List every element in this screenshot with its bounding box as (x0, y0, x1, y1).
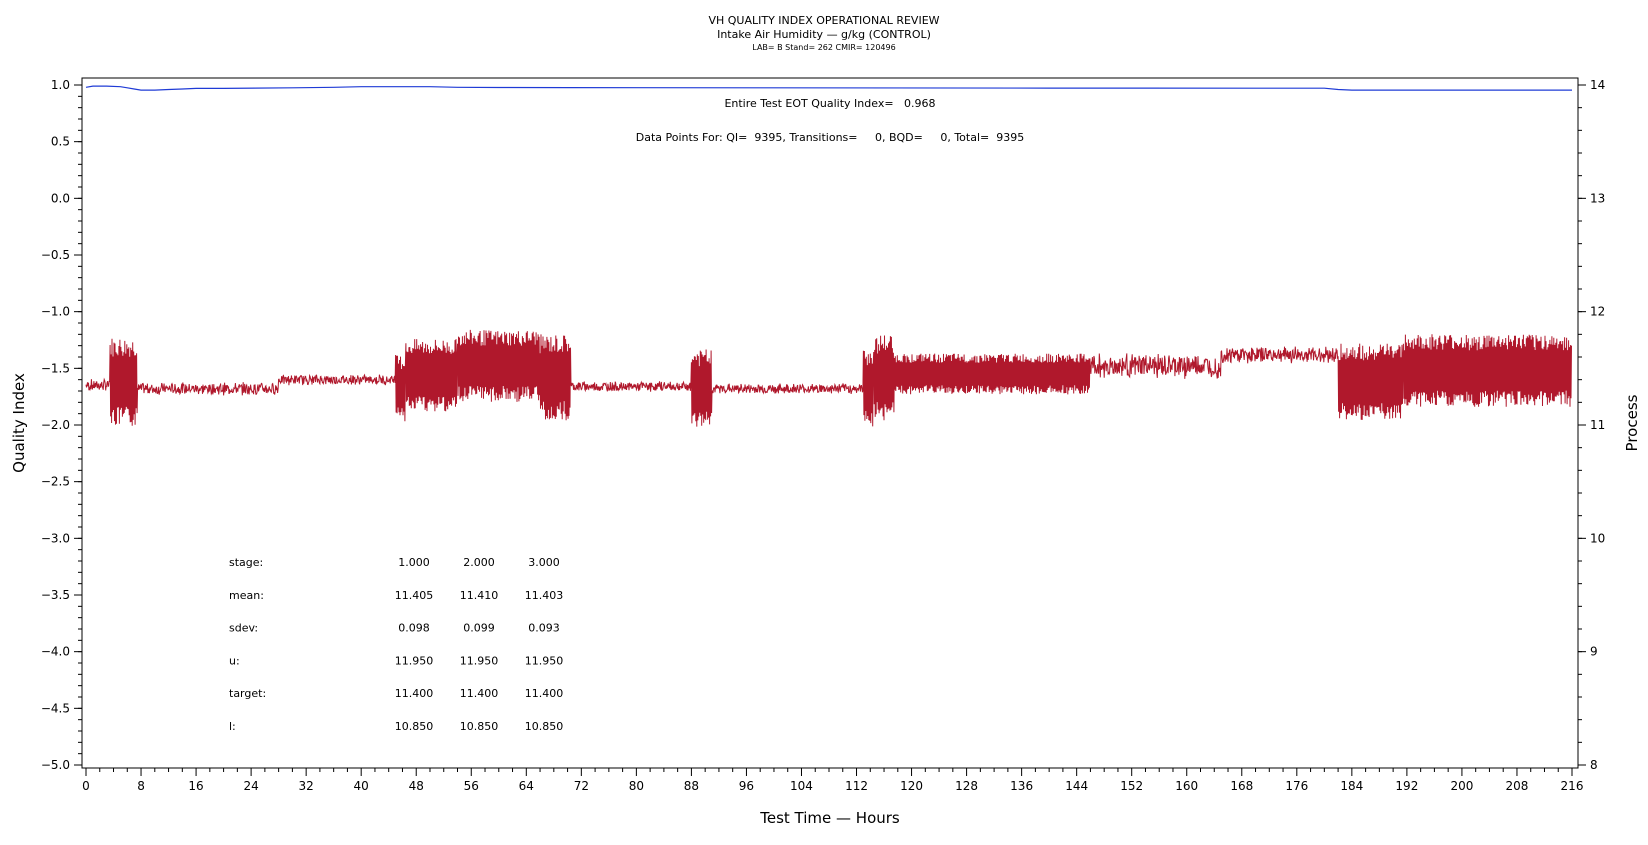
x-tick-label: 0 (82, 779, 90, 793)
chart-subtitle: Intake Air Humidity — g/kg (CONTROL) (717, 28, 931, 41)
stats-cell: 10.850 (525, 720, 564, 733)
x-tick-label: 176 (1285, 779, 1308, 793)
y-tick-label: −4.0 (41, 645, 70, 659)
stats-cell: 11.400 (395, 687, 434, 700)
stats-cell: 11.950 (525, 654, 564, 667)
x-tick-label: 160 (1175, 779, 1198, 793)
y-right-tick-label: 14 (1590, 78, 1605, 92)
x-tick-label: 120 (900, 779, 923, 793)
stats-cell: 0.093 (528, 622, 560, 635)
y-tick-label: −2.5 (41, 475, 70, 489)
y-right-tick-label: 8 (1590, 758, 1598, 772)
x-tick-label: 128 (955, 779, 978, 793)
stats-cell: 11.405 (395, 589, 434, 602)
x-tick-label: 32 (299, 779, 314, 793)
stats-cell: 0.099 (463, 622, 495, 635)
x-tick-label: 72 (574, 779, 589, 793)
stats-row-label: target: (229, 687, 266, 700)
y-tick-label: −5.0 (41, 758, 70, 772)
plot-frame (81, 77, 1579, 769)
x-tick-label: 40 (354, 779, 369, 793)
stats-cell: 11.950 (395, 654, 434, 667)
x-tick-label: 144 (1065, 779, 1088, 793)
x-tick-label: 48 (409, 779, 424, 793)
x-tick-label: 88 (684, 779, 699, 793)
stats-cell: 11.400 (525, 687, 564, 700)
x-tick-label: 112 (845, 779, 868, 793)
y-axis-left: 1.0 0.5 0.0 −0.5 −1.0 −1.5 −2.0 −2.5 −3.0 −3.5 −4.… (41, 78, 82, 772)
x-tick-label: 80 (629, 779, 644, 793)
x-axis: 0 8 16 24 32 40 48 56 64 72 80 88 96 104 112 120 128 136 1… (82, 768, 1583, 793)
stats-cell: 10.850 (395, 720, 434, 733)
y-tick-label: 1.0 (51, 78, 70, 92)
stats-row-label: l: (229, 720, 236, 733)
y-tick-label: −3.5 (41, 588, 70, 602)
stats-cell: 11.410 (460, 589, 499, 602)
series-quality-index-line (85, 85, 1572, 91)
y-tick-label: −2.0 (41, 418, 70, 432)
stats-cell: 2.000 (463, 556, 495, 569)
y-right-tick-label: 11 (1590, 418, 1605, 432)
chart-titles: VH QUALITY INDEX OPERATIONAL REVIEW Inta… (0, 14, 1648, 53)
x-tick-label: 104 (790, 779, 813, 793)
x-axis-label: Test Time — Hours (759, 809, 900, 827)
y-tick-label: −1.0 (41, 305, 70, 319)
y-tick-label: −0.5 (41, 248, 70, 262)
chart-subtitle-2: LAB= B Stand= 262 CMIR= 120496 (752, 43, 896, 52)
y-tick-label: −4.5 (41, 701, 70, 715)
stats-row-label: mean: (229, 589, 264, 602)
data-points-annotation: Data Points For: QI= 9395, Transitions= … (636, 131, 1024, 144)
y-axis-right-label: Process (1623, 394, 1641, 451)
y-right-tick-label: 9 (1590, 645, 1598, 659)
series-process-trace (85, 329, 1572, 427)
stats-cell: 0.098 (398, 622, 430, 635)
stats-table: stage: 1.000 2.000 3.000 mean: 11.405 11.410 11… (229, 556, 563, 733)
chart-title: VH QUALITY INDEX OPERATIONAL REVIEW (708, 14, 940, 27)
x-tick-label: 56 (464, 779, 479, 793)
stats-cell: 1.000 (398, 556, 430, 569)
x-tick-label: 192 (1395, 779, 1418, 793)
y-right-tick-label: 10 (1590, 531, 1605, 545)
y-right-tick-label: 12 (1590, 305, 1605, 319)
x-tick-label: 16 (188, 779, 203, 793)
stats-row-label: sdev: (229, 622, 258, 635)
stats-cell: 11.400 (460, 687, 499, 700)
x-tick-label: 152 (1120, 779, 1143, 793)
x-tick-label: 184 (1340, 779, 1363, 793)
y-tick-label: 0.0 (51, 191, 70, 205)
stats-row-label: stage: (229, 556, 263, 569)
x-tick-label: 208 (1506, 779, 1529, 793)
y-axis-label: Quality Index (10, 373, 28, 473)
y-tick-label: −3.0 (41, 531, 70, 545)
x-tick-label: 8 (137, 779, 145, 793)
x-tick-label: 136 (1010, 779, 1033, 793)
x-tick-label: 24 (243, 779, 258, 793)
x-tick-label: 168 (1230, 779, 1253, 793)
series-layer (85, 85, 1572, 427)
y-axis-right: 14 13 12 11 10 9 8 (1578, 78, 1605, 772)
x-tick-label: 216 (1561, 779, 1584, 793)
stats-cell: 11.403 (525, 589, 564, 602)
stats-cell: 11.950 (460, 654, 499, 667)
stats-cell: 3.000 (528, 556, 560, 569)
y-tick-label: 0.5 (51, 135, 70, 149)
y-tick-label: −1.5 (41, 361, 70, 375)
x-tick-label: 200 (1450, 779, 1473, 793)
quality-index-annotation: Entire Test EOT Quality Index= 0.968 (724, 97, 935, 110)
y-right-tick-label: 13 (1590, 191, 1605, 205)
stats-row-label: u: (229, 654, 240, 667)
stats-cell: 10.850 (460, 720, 499, 733)
x-tick-label: 64 (519, 779, 534, 793)
x-tick-label: 96 (739, 779, 754, 793)
